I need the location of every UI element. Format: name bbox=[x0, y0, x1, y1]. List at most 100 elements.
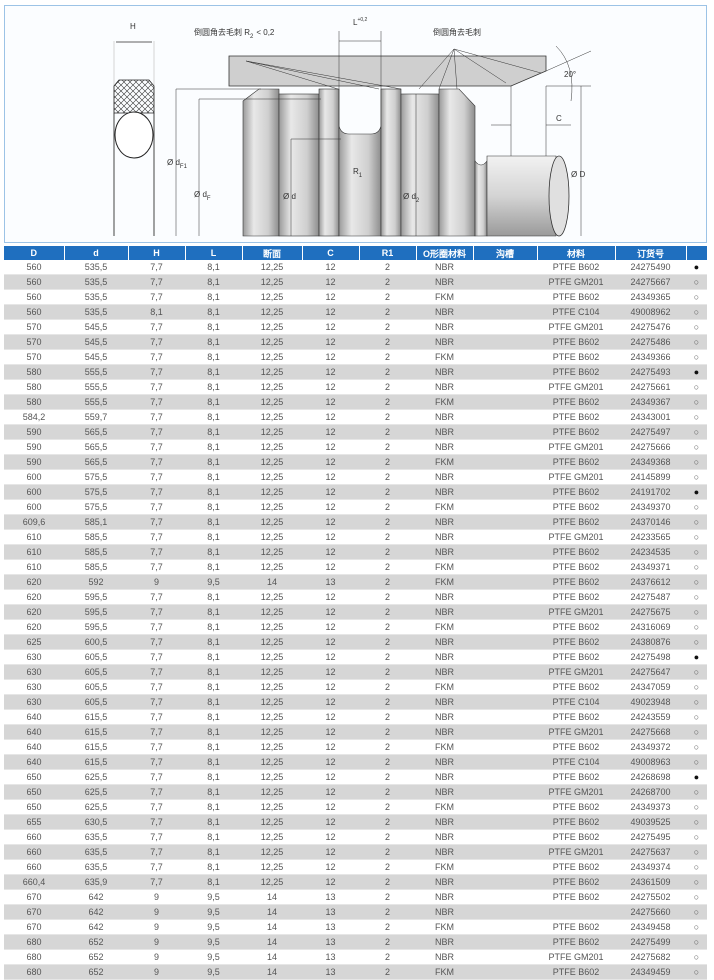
cell-col-d-inner: 585,5 bbox=[64, 544, 128, 560]
cell-col-l: 8,1 bbox=[185, 634, 242, 650]
cell-col-c: 13 bbox=[302, 964, 359, 980]
cell-col-h: 7,7 bbox=[128, 289, 185, 305]
stock-empty-circle-icon: ○ bbox=[686, 424, 707, 440]
cell-col-order-number: 24275668 bbox=[615, 724, 686, 740]
cell-col-c: 12 bbox=[302, 304, 359, 320]
cell-col-r1: 2 bbox=[359, 934, 416, 950]
cell-col-order-number: 24376612 bbox=[615, 574, 686, 590]
cell-col-d-inner: 652 bbox=[64, 964, 128, 980]
cell-col-oring-material: NBR bbox=[416, 844, 473, 860]
cell-col-groove bbox=[473, 589, 537, 605]
cell-col-r1: 2 bbox=[359, 574, 416, 590]
table-row: 580 555,5 7,7 8,1 12,25 12 2 NBR PTFE B602 242754… bbox=[4, 364, 707, 380]
cell-col-h: 7,7 bbox=[128, 619, 185, 635]
cell-col-l: 8,1 bbox=[185, 514, 242, 530]
cell-col-order-number: 24349374 bbox=[615, 859, 686, 875]
table-row: 570 545,5 7,7 8,1 12,25 12 2 NBR PTFE B602 242754… bbox=[4, 334, 707, 350]
cell-col-d-inner: 585,1 bbox=[64, 514, 128, 530]
cell-col-r1: 2 bbox=[359, 514, 416, 530]
cell-col-groove bbox=[473, 634, 537, 650]
cell-col-d-outer: 620 bbox=[4, 604, 64, 620]
cell-col-c: 12 bbox=[302, 814, 359, 830]
cell-col-order-number: 24349373 bbox=[615, 799, 686, 815]
cell-col-oring-material: NBR bbox=[416, 379, 473, 395]
cell-col-d-inner: 535,5 bbox=[64, 274, 128, 290]
cell-col-d-inner: 642 bbox=[64, 919, 128, 935]
cell-col-groove bbox=[473, 334, 537, 350]
cell-col-r1: 2 bbox=[359, 619, 416, 635]
cell-col-material: PTFE B602 bbox=[537, 289, 615, 305]
dimension-lines bbox=[116, 31, 592, 236]
cell-col-d-inner: 642 bbox=[64, 904, 128, 920]
cell-col-c: 12 bbox=[302, 544, 359, 560]
cell-col-section: 14 bbox=[242, 889, 302, 905]
cell-col-material: PTFE C104 bbox=[537, 304, 615, 320]
cell-col-section: 12,25 bbox=[242, 544, 302, 560]
stock-filled-dot-icon: ● bbox=[686, 260, 707, 275]
cell-col-l: 8,1 bbox=[185, 814, 242, 830]
table-row: 610 585,5 7,7 8,1 12,25 12 2 NBR PTFE GM201 24233… bbox=[4, 529, 707, 545]
cell-col-groove bbox=[473, 964, 537, 980]
table-row: 660 635,5 7,7 8,1 12,25 12 2 FKM PTFE B602 243493… bbox=[4, 859, 707, 875]
stock-empty-circle-icon: ○ bbox=[686, 379, 707, 395]
cell-col-d-inner: 555,5 bbox=[64, 394, 128, 410]
cell-col-l: 8,1 bbox=[185, 679, 242, 695]
cell-col-r1: 2 bbox=[359, 274, 416, 290]
cell-col-l: 8,1 bbox=[185, 529, 242, 545]
cell-col-section: 12,25 bbox=[242, 469, 302, 485]
cell-col-d-outer: 590 bbox=[4, 454, 64, 470]
cell-col-material: PTFE B602 bbox=[537, 514, 615, 530]
cell-col-d-inner: 595,5 bbox=[64, 619, 128, 635]
cell-col-order-number: 24275490 bbox=[615, 260, 686, 275]
cell-col-l: 8,1 bbox=[185, 754, 242, 770]
cell-col-c: 12 bbox=[302, 274, 359, 290]
table-row: 560 535,5 8,1 8,1 12,25 12 2 NBR PTFE C104 490089… bbox=[4, 304, 707, 320]
cell-col-l: 8,1 bbox=[185, 274, 242, 290]
cell-col-h: 7,7 bbox=[128, 739, 185, 755]
cell-col-oring-material: FKM bbox=[416, 394, 473, 410]
cell-col-material: PTFE GM201 bbox=[537, 784, 615, 800]
cell-col-order-number: 24275502 bbox=[615, 889, 686, 905]
label-chamfer-r2: 倒圆角去毛刺 R2 < 0,2 bbox=[194, 27, 275, 40]
cell-col-groove bbox=[473, 304, 537, 320]
cell-col-r1: 2 bbox=[359, 799, 416, 815]
cell-col-d-inner: 555,5 bbox=[64, 379, 128, 395]
cell-col-c: 12 bbox=[302, 874, 359, 890]
cell-col-material: PTFE B602 bbox=[537, 769, 615, 785]
cell-col-order-number: 49008963 bbox=[615, 754, 686, 770]
cell-col-h: 7,7 bbox=[128, 499, 185, 515]
cell-col-material: PTFE B602 bbox=[537, 889, 615, 905]
cell-col-section: 12,25 bbox=[242, 589, 302, 605]
cell-col-order-number: 24275476 bbox=[615, 319, 686, 335]
table-row: 670 642 9 9,5 14 13 2 FKM PTFE B602 24349458 ○ bbox=[4, 919, 707, 935]
cell-col-d-outer: 570 bbox=[4, 319, 64, 335]
cell-col-d-outer: 609,6 bbox=[4, 514, 64, 530]
cell-col-h: 7,7 bbox=[128, 260, 185, 275]
cell-col-oring-material: FKM bbox=[416, 919, 473, 935]
cell-col-l: 8,1 bbox=[185, 334, 242, 350]
cell-col-c: 12 bbox=[302, 679, 359, 695]
cell-col-oring-material: NBR bbox=[416, 439, 473, 455]
cell-col-c: 12 bbox=[302, 649, 359, 665]
cell-col-oring-material: NBR bbox=[416, 694, 473, 710]
cell-col-material: PTFE C104 bbox=[537, 694, 615, 710]
cell-col-order-number: 24275667 bbox=[615, 274, 686, 290]
cell-col-order-number: 24275666 bbox=[615, 439, 686, 455]
stock-empty-circle-icon: ○ bbox=[686, 394, 707, 410]
cell-col-section: 12,25 bbox=[242, 784, 302, 800]
cell-col-c: 12 bbox=[302, 709, 359, 725]
cell-col-section: 12,25 bbox=[242, 439, 302, 455]
cell-col-l: 8,1 bbox=[185, 694, 242, 710]
cell-col-l: 8,1 bbox=[185, 319, 242, 335]
table-row: 610 585,5 7,7 8,1 12,25 12 2 FKM PTFE B602 243493… bbox=[4, 559, 707, 575]
cell-col-material: PTFE C104 bbox=[537, 754, 615, 770]
stock-empty-circle-icon: ○ bbox=[686, 619, 707, 635]
cell-col-h: 7,7 bbox=[128, 664, 185, 680]
cell-col-h: 7,7 bbox=[128, 709, 185, 725]
table-row: 640 615,5 7,7 8,1 12,25 12 2 NBR PTFE B602 242435… bbox=[4, 709, 707, 725]
cell-col-order-number: 24275498 bbox=[615, 649, 686, 665]
cell-col-l: 9,5 bbox=[185, 889, 242, 905]
stock-empty-circle-icon: ○ bbox=[686, 604, 707, 620]
